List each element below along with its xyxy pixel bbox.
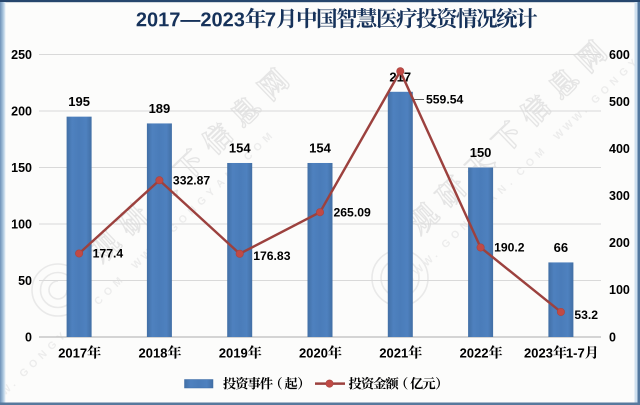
svg-text:200: 200 bbox=[609, 236, 630, 250]
svg-text:0: 0 bbox=[609, 330, 616, 344]
svg-text:332.87: 332.87 bbox=[173, 173, 210, 187]
svg-text:195: 195 bbox=[68, 94, 90, 109]
svg-text:177.4: 177.4 bbox=[93, 247, 124, 261]
svg-text:100: 100 bbox=[11, 217, 32, 231]
svg-text:0: 0 bbox=[25, 330, 32, 344]
svg-text:50: 50 bbox=[18, 274, 32, 288]
svg-text:400: 400 bbox=[609, 142, 630, 156]
svg-text:265.09: 265.09 bbox=[334, 205, 371, 219]
svg-text:200: 200 bbox=[11, 104, 32, 118]
svg-text:300: 300 bbox=[609, 189, 630, 203]
svg-text:190.2: 190.2 bbox=[494, 241, 525, 255]
svg-text:150: 150 bbox=[470, 145, 492, 160]
svg-text:150: 150 bbox=[11, 161, 32, 175]
svg-text:559.54: 559.54 bbox=[426, 93, 463, 107]
svg-text:100: 100 bbox=[609, 283, 630, 297]
svg-text:154: 154 bbox=[229, 140, 251, 155]
svg-text:53.2: 53.2 bbox=[574, 308, 598, 322]
svg-text:189: 189 bbox=[149, 101, 171, 116]
svg-text:250: 250 bbox=[11, 48, 32, 62]
svg-text:500: 500 bbox=[609, 95, 630, 109]
svg-text:154: 154 bbox=[309, 140, 331, 155]
svg-text:176.83: 176.83 bbox=[253, 249, 290, 263]
svg-text:600: 600 bbox=[609, 48, 630, 62]
svg-text:66: 66 bbox=[554, 240, 568, 255]
